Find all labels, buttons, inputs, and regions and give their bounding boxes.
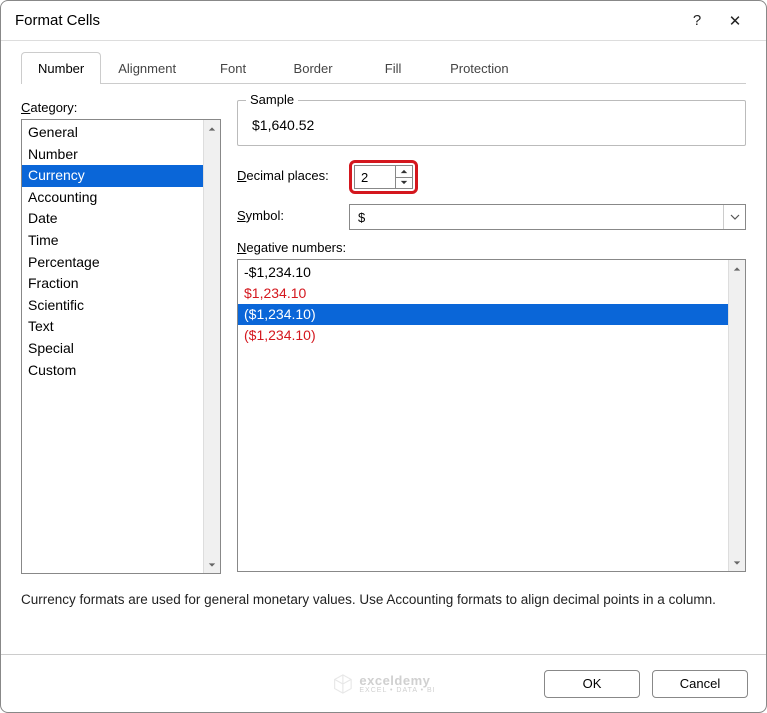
spinner-up-button[interactable] xyxy=(396,166,412,178)
symbol-value: $ xyxy=(358,210,365,225)
category-item-scientific[interactable]: Scientific xyxy=(22,295,220,317)
category-item-fraction[interactable]: Fraction xyxy=(22,273,220,295)
sample-value: $1,640.52 xyxy=(248,117,735,133)
spinner-buttons xyxy=(395,166,412,188)
category-listbox[interactable]: GeneralNumberCurrencyAccountingDateTimeP… xyxy=(21,119,221,574)
ok-button[interactable]: OK xyxy=(544,670,640,698)
scroll-track[interactable] xyxy=(729,277,745,554)
watermark-icon xyxy=(331,673,353,695)
sample-group: Sample $1,640.52 xyxy=(237,100,746,146)
close-icon: ✕ xyxy=(729,12,742,30)
sample-label: Sample xyxy=(246,92,298,107)
category-item-text[interactable]: Text xyxy=(22,316,220,338)
close-button[interactable]: ✕ xyxy=(718,6,752,36)
scroll-up-button[interactable] xyxy=(729,260,745,277)
help-button[interactable]: ? xyxy=(680,6,714,36)
negative-format-option[interactable]: ($1,234.10) xyxy=(238,304,745,325)
decimal-places-input[interactable] xyxy=(355,166,395,188)
window-title: Format Cells xyxy=(15,12,676,29)
symbol-row: Symbol: $ xyxy=(237,204,746,230)
tab-border[interactable]: Border xyxy=(273,52,353,84)
tab-font[interactable]: Font xyxy=(193,52,273,84)
negative-format-option[interactable]: $1,234.10 xyxy=(238,283,745,304)
category-item-time[interactable]: Time xyxy=(22,230,220,252)
scroll-track[interactable] xyxy=(204,137,220,556)
category-item-number[interactable]: Number xyxy=(22,144,220,166)
category-item-special[interactable]: Special xyxy=(22,338,220,360)
watermark-tag: EXCEL • DATA • BI xyxy=(359,687,435,694)
category-column: Category: GeneralNumberCurrencyAccountin… xyxy=(21,100,221,574)
decimal-places-row: Decimal places: xyxy=(237,160,746,194)
scroll-down-button[interactable] xyxy=(204,556,220,573)
watermark: exceldemy EXCEL • DATA • BI xyxy=(331,673,435,695)
negative-format-option[interactable]: ($1,234.10) xyxy=(238,325,745,346)
category-description: Currency formats are used for general mo… xyxy=(21,590,746,650)
category-item-percentage[interactable]: Percentage xyxy=(22,252,220,274)
help-icon: ? xyxy=(693,12,701,29)
category-item-general[interactable]: General xyxy=(22,122,220,144)
watermark-name: exceldemy xyxy=(359,674,435,687)
category-item-custom[interactable]: Custom xyxy=(22,360,220,382)
category-item-accounting[interactable]: Accounting xyxy=(22,187,220,209)
content-area: NumberAlignmentFontBorderFillProtection … xyxy=(1,41,766,654)
spinner-down-button[interactable] xyxy=(396,178,412,189)
cancel-button[interactable]: Cancel xyxy=(652,670,748,698)
negative-numbers-label: Negative numbers: xyxy=(237,240,746,255)
dialog-footer: exceldemy EXCEL • DATA • BI OK Cancel xyxy=(1,654,766,712)
titlebar: Format Cells ? ✕ xyxy=(1,1,766,41)
category-items: GeneralNumberCurrencyAccountingDateTimeP… xyxy=(22,120,220,383)
scroll-up-button[interactable] xyxy=(204,120,220,137)
negative-numbers-listbox[interactable]: -$1,234.10$1,234.10($1,234.10)($1,234.10… xyxy=(237,259,746,572)
category-item-date[interactable]: Date xyxy=(22,208,220,230)
category-scrollbar[interactable] xyxy=(203,120,220,573)
tab-fill[interactable]: Fill xyxy=(353,52,433,84)
tab-strip: NumberAlignmentFontBorderFillProtection xyxy=(21,51,746,84)
scroll-down-button[interactable] xyxy=(729,554,745,571)
chevron-down-icon xyxy=(723,205,745,229)
symbol-select[interactable]: $ xyxy=(349,204,746,230)
format-cells-dialog: Format Cells ? ✕ NumberAlignmentFontBord… xyxy=(0,0,767,713)
tab-number[interactable]: Number xyxy=(21,52,101,84)
negative-format-option[interactable]: -$1,234.10 xyxy=(238,262,745,283)
category-item-currency[interactable]: Currency xyxy=(22,165,220,187)
symbol-label: Symbol: xyxy=(237,208,349,223)
negative-items: -$1,234.10$1,234.10($1,234.10)($1,234.10… xyxy=(238,260,745,348)
number-pane: Category: GeneralNumberCurrencyAccountin… xyxy=(21,84,746,574)
decimal-places-highlight xyxy=(349,160,418,194)
decimal-places-label: Decimal places: xyxy=(237,168,349,183)
negative-scrollbar[interactable] xyxy=(728,260,745,571)
tab-alignment[interactable]: Alignment xyxy=(101,52,193,84)
decimal-places-spinner[interactable] xyxy=(354,165,413,189)
tab-protection[interactable]: Protection xyxy=(433,52,526,84)
settings-column: Sample $1,640.52 Decimal places: xyxy=(237,100,746,574)
category-label: Category: xyxy=(21,100,221,115)
